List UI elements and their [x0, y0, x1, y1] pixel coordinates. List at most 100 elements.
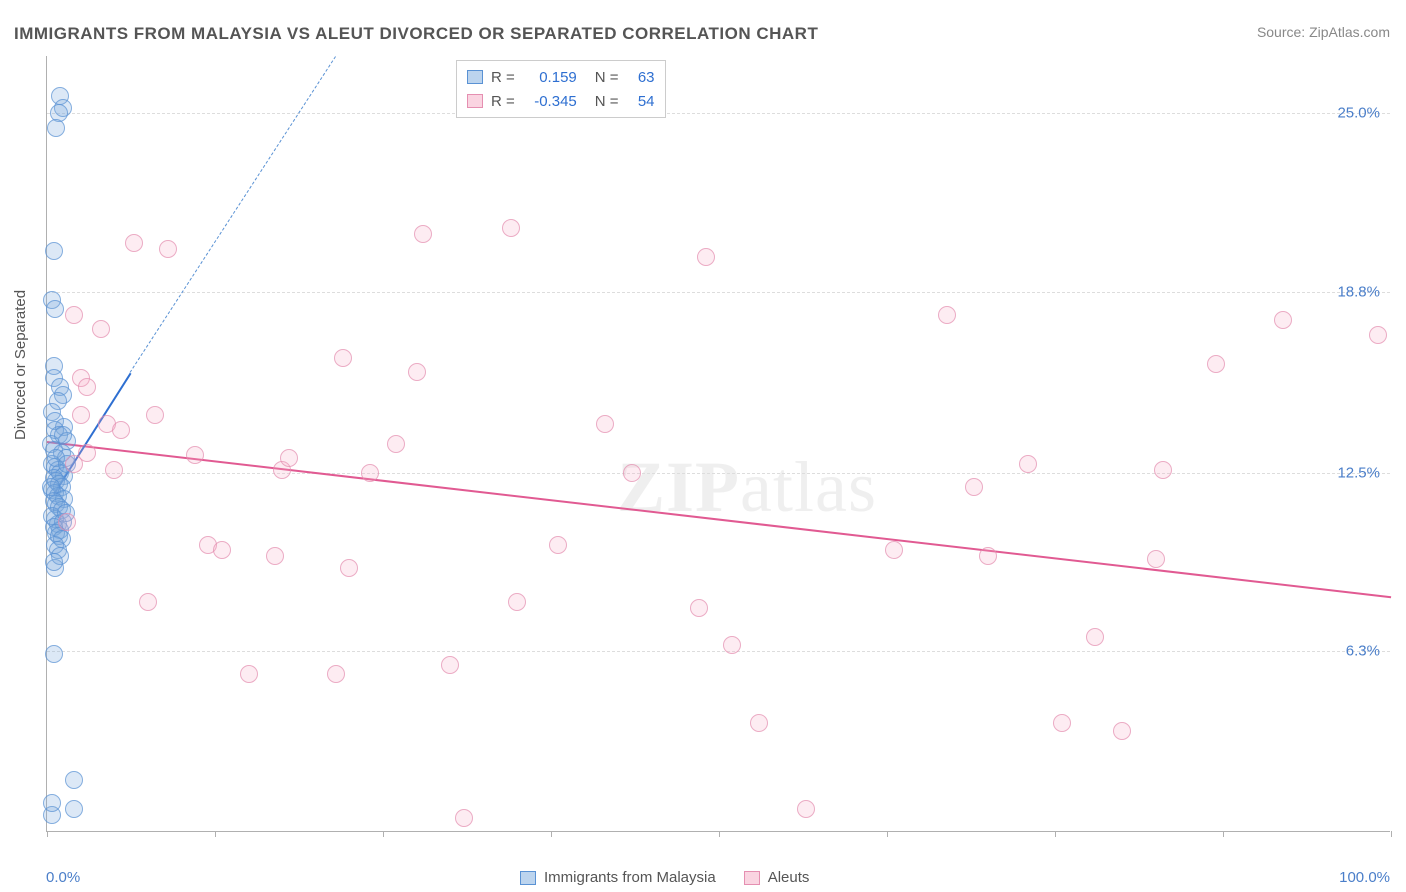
data-point [797, 800, 815, 818]
data-point [1154, 461, 1172, 479]
data-point [46, 300, 64, 318]
legend-item-2: Aleuts [744, 869, 810, 886]
data-point [159, 240, 177, 258]
data-point [58, 513, 76, 531]
data-point [92, 320, 110, 338]
chart-title: IMMIGRANTS FROM MALAYSIA VS ALEUT DIVORC… [14, 24, 818, 44]
data-point [414, 225, 432, 243]
x-tick [383, 831, 384, 837]
data-point [72, 406, 90, 424]
data-point [65, 455, 83, 473]
y-axis-title: Divorced or Separated [12, 290, 29, 440]
regression-line [47, 441, 1391, 598]
data-point [186, 446, 204, 464]
data-point [78, 378, 96, 396]
data-point [508, 593, 526, 611]
x-axis-max-label: 100.0% [1339, 869, 1390, 886]
data-point [125, 234, 143, 252]
x-tick [887, 831, 888, 837]
data-point [54, 426, 72, 444]
stats-row-series1: R = 0.159 N = 63 [467, 65, 655, 89]
gridline [47, 651, 1390, 652]
n-value-2: 54 [627, 93, 655, 110]
x-axis-min-label: 0.0% [46, 869, 80, 886]
data-point [43, 794, 61, 812]
data-point [387, 435, 405, 453]
data-point [441, 656, 459, 674]
data-point [42, 478, 60, 496]
data-point [340, 559, 358, 577]
swatch-pink [744, 871, 760, 885]
x-tick [1223, 831, 1224, 837]
x-tick [551, 831, 552, 837]
data-point [47, 119, 65, 137]
data-point [105, 461, 123, 479]
n-label: N = [595, 69, 619, 86]
data-point [596, 415, 614, 433]
r-label: R = [491, 93, 515, 110]
data-point [45, 553, 63, 571]
data-point [885, 541, 903, 559]
data-point [327, 665, 345, 683]
data-point [1274, 311, 1292, 329]
data-point [1207, 355, 1225, 373]
stats-legend: R = 0.159 N = 63 R = -0.345 N = 54 [456, 60, 666, 118]
y-tick-label: 12.5% [1337, 464, 1380, 481]
swatch-pink [467, 94, 483, 108]
data-point [690, 599, 708, 617]
data-point [965, 478, 983, 496]
swatch-blue [520, 871, 536, 885]
data-point [1147, 550, 1165, 568]
regression-line [130, 56, 336, 373]
data-point [146, 406, 164, 424]
data-point [65, 771, 83, 789]
data-point [361, 464, 379, 482]
legend-label-1: Immigrants from Malaysia [544, 869, 716, 886]
x-tick [719, 831, 720, 837]
data-point [1019, 455, 1037, 473]
gridline [47, 292, 1390, 293]
data-point [280, 449, 298, 467]
legend-item-1: Immigrants from Malaysia [520, 869, 716, 886]
data-point [45, 242, 63, 260]
data-point [65, 306, 83, 324]
stats-row-series2: R = -0.345 N = 54 [467, 89, 655, 113]
source-attribution: Source: ZipAtlas.com [1257, 24, 1390, 40]
gridline [47, 113, 1390, 114]
data-point [750, 714, 768, 732]
n-value-1: 63 [627, 69, 655, 86]
n-label: N = [595, 93, 619, 110]
r-label: R = [491, 69, 515, 86]
source-prefix: Source: [1257, 24, 1309, 40]
data-point [1113, 722, 1131, 740]
data-point [408, 363, 426, 381]
y-tick-label: 6.3% [1346, 642, 1380, 659]
data-point [938, 306, 956, 324]
x-tick [47, 831, 48, 837]
data-point [1086, 628, 1104, 646]
gridline [47, 473, 1390, 474]
data-point [213, 541, 231, 559]
data-point [623, 464, 641, 482]
x-tick [1055, 831, 1056, 837]
x-tick [215, 831, 216, 837]
data-point [266, 547, 284, 565]
legend-label-2: Aleuts [768, 869, 810, 886]
data-point [549, 536, 567, 554]
scatter-plot: ZIPatlas 6.3%12.5%18.8%25.0% [46, 56, 1390, 832]
y-tick-label: 25.0% [1337, 105, 1380, 122]
data-point [334, 349, 352, 367]
r-value-1: 0.159 [523, 69, 577, 86]
x-tick [1391, 831, 1392, 837]
data-point [1369, 326, 1387, 344]
swatch-blue [467, 70, 483, 84]
y-tick-label: 18.8% [1337, 283, 1380, 300]
source-link[interactable]: ZipAtlas.com [1309, 24, 1390, 40]
data-point [139, 593, 157, 611]
data-point [723, 636, 741, 654]
data-point [502, 219, 520, 237]
data-point [112, 421, 130, 439]
watermark-atlas: atlas [740, 447, 877, 527]
data-point [65, 800, 83, 818]
data-point [979, 547, 997, 565]
